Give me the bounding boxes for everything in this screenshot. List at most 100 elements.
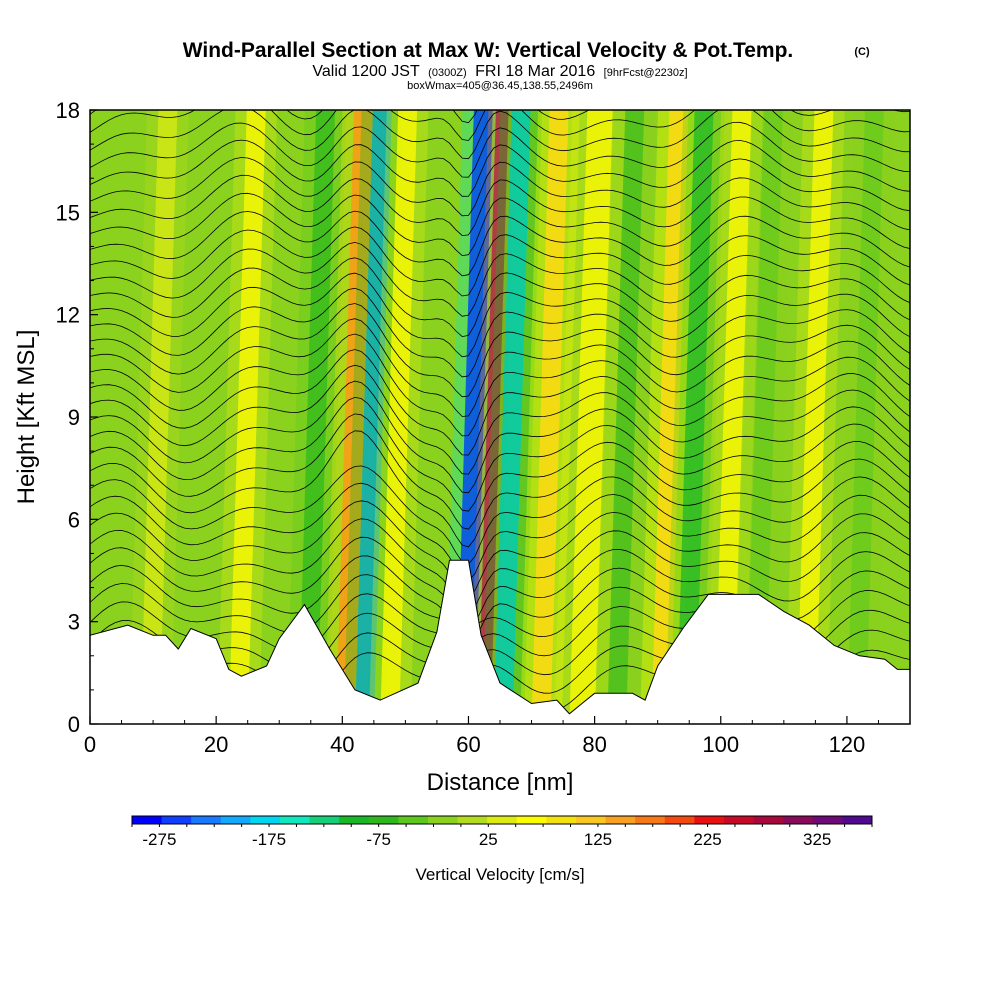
- velocity-band: [569, 110, 613, 724]
- velocity-band: [354, 110, 392, 724]
- isentrope-contour: [90, 121, 910, 178]
- colorbar-swatch: [191, 816, 222, 824]
- x-tick-label: 80: [582, 732, 606, 757]
- colorbar-swatch: [428, 816, 458, 824]
- colorbar-swatch: [457, 816, 488, 824]
- colorbar-swatch: [605, 816, 636, 824]
- x-tick-label: 100: [702, 732, 739, 757]
- velocity-band: [336, 110, 373, 724]
- velocity-band-halo: [703, 110, 763, 724]
- isentrope-contour: [90, 139, 910, 197]
- isentrope-contour: [90, 287, 910, 378]
- colorbar-swatch: [516, 816, 547, 824]
- isentrope-contour: [90, 333, 910, 437]
- colorbar-tick-label: -175: [252, 830, 286, 849]
- isentrope-contour: [90, 518, 910, 615]
- isentrope-contour: [90, 174, 910, 237]
- colorbar-swatch: [161, 816, 192, 824]
- y-tick-label: 9: [68, 405, 80, 430]
- velocity-band-halo: [286, 110, 347, 724]
- colorbar-swatch: [664, 816, 695, 824]
- colorbar-swatch: [546, 816, 577, 824]
- colorbar-swatch: [280, 816, 310, 824]
- colorbar-swatch: [250, 816, 281, 824]
- valid-time-line: Valid 1200 JST (0300Z) FRI 18 Mar 2016 […: [312, 63, 687, 80]
- plot-area: [90, 110, 910, 724]
- colorbar-swatch: [783, 816, 814, 824]
- isentrope-contour: [90, 241, 910, 317]
- velocity-band: [477, 110, 509, 724]
- isentrope-contour: [90, 396, 910, 512]
- colorbar-tick-label: 125: [584, 830, 612, 849]
- colorbar-swatch: [635, 816, 666, 824]
- colorbar-swatch: [724, 816, 754, 824]
- velocity-band-halo: [520, 110, 580, 724]
- colorbar-swatch: [753, 816, 784, 824]
- valid-utc: (0300Z): [428, 67, 467, 79]
- velocity-band: [796, 110, 834, 724]
- colorbar-swatch: [694, 816, 725, 824]
- velocity-band-halo: [835, 110, 896, 724]
- velocity-band: [676, 110, 714, 724]
- isentrope-contour: [90, 430, 910, 548]
- x-tick-label: 40: [330, 732, 354, 757]
- velocity-band: [380, 110, 418, 724]
- terrain-mask: [90, 559, 910, 724]
- isentrope-contour: [90, 413, 910, 530]
- velocity-band-halo: [368, 110, 429, 724]
- velocity-band: [531, 110, 569, 724]
- isentrope-contour: [90, 500, 910, 598]
- isentrope-contour: [90, 364, 910, 475]
- valid-prefix: Valid 1200 JST: [312, 63, 420, 80]
- isentrope-contour: [90, 536, 910, 631]
- isentrope-contour: [90, 210, 910, 277]
- velocity-band-halo: [665, 110, 725, 724]
- colorbar-swatch: [842, 816, 873, 824]
- colorbar: [131, 815, 873, 825]
- y-tick-label: 6: [68, 507, 80, 532]
- y-tick-label: 0: [68, 712, 80, 737]
- y-tick-label: 15: [56, 200, 80, 225]
- colorbar-frame: [131, 815, 873, 825]
- x-axis: 0 20 40 60 80 100 120: [84, 716, 879, 757]
- isentrope-contour: [90, 226, 910, 297]
- colorbar-tick-label: -75: [366, 830, 391, 849]
- velocity-band: [846, 110, 884, 724]
- colorbar-swatch: [309, 816, 340, 824]
- velocity-band-halo: [734, 110, 795, 724]
- isentrope-contour: [90, 465, 910, 565]
- colorbar-swatch: [368, 816, 399, 824]
- velocity-band: [714, 110, 752, 724]
- colorbar-tick-label: 225: [693, 830, 721, 849]
- colorbar-tick-label: -275: [142, 830, 176, 849]
- isentrope-contour: [90, 482, 910, 582]
- colorbar-ticks: -275 -175 -75 25 125 225 325: [131, 824, 873, 849]
- colorbar-swatch: [487, 816, 518, 824]
- colorbar-label: Vertical Velocity [cm/s]: [415, 865, 584, 884]
- y-axis: 0 3 6 9 12 15 18: [56, 98, 98, 737]
- x-tick-label: 120: [829, 732, 866, 757]
- isentrope-contour: [90, 110, 910, 160]
- copyright-mark: (C): [854, 46, 870, 58]
- velocity-band: [493, 110, 531, 724]
- y-tick-label: 12: [56, 303, 80, 328]
- isentrope-contour: [90, 192, 910, 257]
- velocity-band-halo: [217, 110, 278, 724]
- colorbar-tick-label: 25: [479, 830, 498, 849]
- box-wmax-info: boxWmax=405@36.45,138.55,2496m: [407, 80, 593, 92]
- x-tick-label: 0: [84, 732, 96, 757]
- x-tick-label: 20: [204, 732, 228, 757]
- isentrope-contour: [90, 318, 910, 417]
- isentrope-contour: [90, 349, 910, 456]
- colorbar-swatch: [576, 816, 606, 824]
- chart-title: Wind-Parallel Section at Max W: Vertical…: [183, 39, 794, 62]
- velocity-band: [651, 110, 689, 724]
- y-axis-label: Height [Kft MSL]: [13, 330, 40, 505]
- isentrope-contour: [90, 380, 910, 494]
- y-tick-label: 18: [56, 98, 80, 123]
- isentrope-contour: [90, 272, 910, 358]
- velocity-band: [228, 110, 266, 724]
- x-axis-label: Distance [nm]: [427, 769, 574, 796]
